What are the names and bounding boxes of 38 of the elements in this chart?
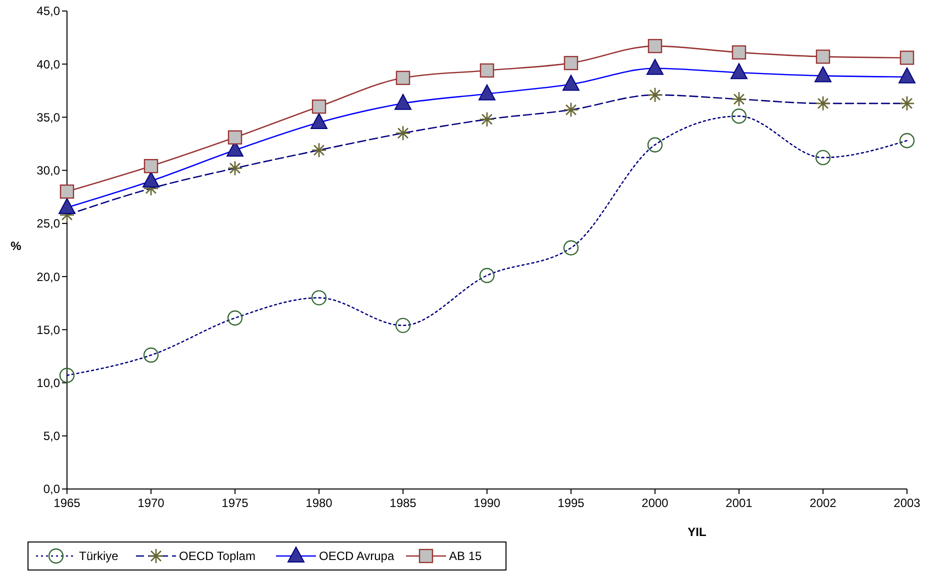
- point: [144, 158, 158, 174]
- point: [648, 38, 662, 54]
- legend-label: OECD Toplam: [179, 549, 256, 564]
- y-tick-label: 15,0: [36, 322, 60, 337]
- point: [60, 184, 74, 199]
- x-axis-title: YIL: [688, 525, 706, 539]
- x-tick-label: 2000: [642, 496, 669, 510]
- y-tick-label: 0,0: [43, 482, 60, 496]
- y-tick-label: 45,0: [36, 4, 60, 18]
- legend-label: AB 15: [449, 549, 482, 564]
- point: [228, 130, 242, 145]
- point: [564, 56, 578, 70]
- y-tick-label: 30,0: [36, 164, 60, 178]
- y-tick-label: 10,0: [36, 376, 60, 390]
- legend-label: OECD Avrupa: [319, 549, 394, 564]
- x-tick-label: 2003: [894, 496, 921, 510]
- point: [900, 50, 914, 65]
- x-tick-label: 1980: [306, 496, 333, 510]
- x-tick-label: 1975: [222, 496, 249, 510]
- point: [480, 63, 494, 78]
- y-tick-label: 5,0: [43, 429, 60, 444]
- point: [732, 45, 746, 60]
- x-tick-label: 1985: [390, 496, 417, 510]
- x-tick-label: 2002: [810, 496, 837, 510]
- x-tick-label: 1970: [138, 496, 165, 510]
- y-tick-label: 40,0: [36, 57, 60, 72]
- legend-label: Türkiye: [79, 549, 119, 564]
- point: [816, 50, 830, 64]
- point: [312, 100, 326, 114]
- y-tick-label: 35,0: [36, 110, 60, 124]
- y-tick-label: 20,0: [36, 270, 60, 284]
- x-tick-label: 1990: [474, 496, 501, 510]
- x-tick-label: 2001: [726, 496, 753, 510]
- y-axis-title: %: [10, 239, 22, 253]
- x-tick-label: 1995: [558, 496, 585, 510]
- x-tick-label: 1965: [54, 496, 81, 510]
- y-tick-label: 25,0: [36, 216, 60, 231]
- point: [396, 70, 410, 86]
